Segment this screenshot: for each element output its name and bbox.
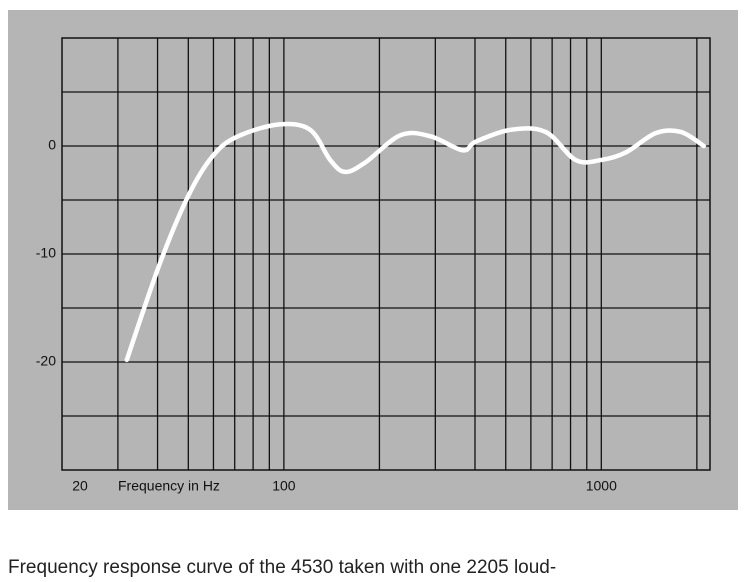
response-curve — [124, 121, 707, 363]
panel — [8, 10, 738, 510]
x-axis-label: Frequency in Hz — [118, 478, 220, 494]
y-tick-label: 0 — [48, 137, 56, 153]
y-tick-label: -20 — [36, 353, 56, 369]
x-tick-label: 100 — [272, 478, 296, 494]
x-tick-label: 1000 — [586, 478, 617, 494]
caption: Frequency response curve of the 4530 tak… — [8, 557, 556, 578]
y-tick-label: -10 — [36, 245, 56, 261]
x-tick-label: 20 — [72, 478, 88, 494]
